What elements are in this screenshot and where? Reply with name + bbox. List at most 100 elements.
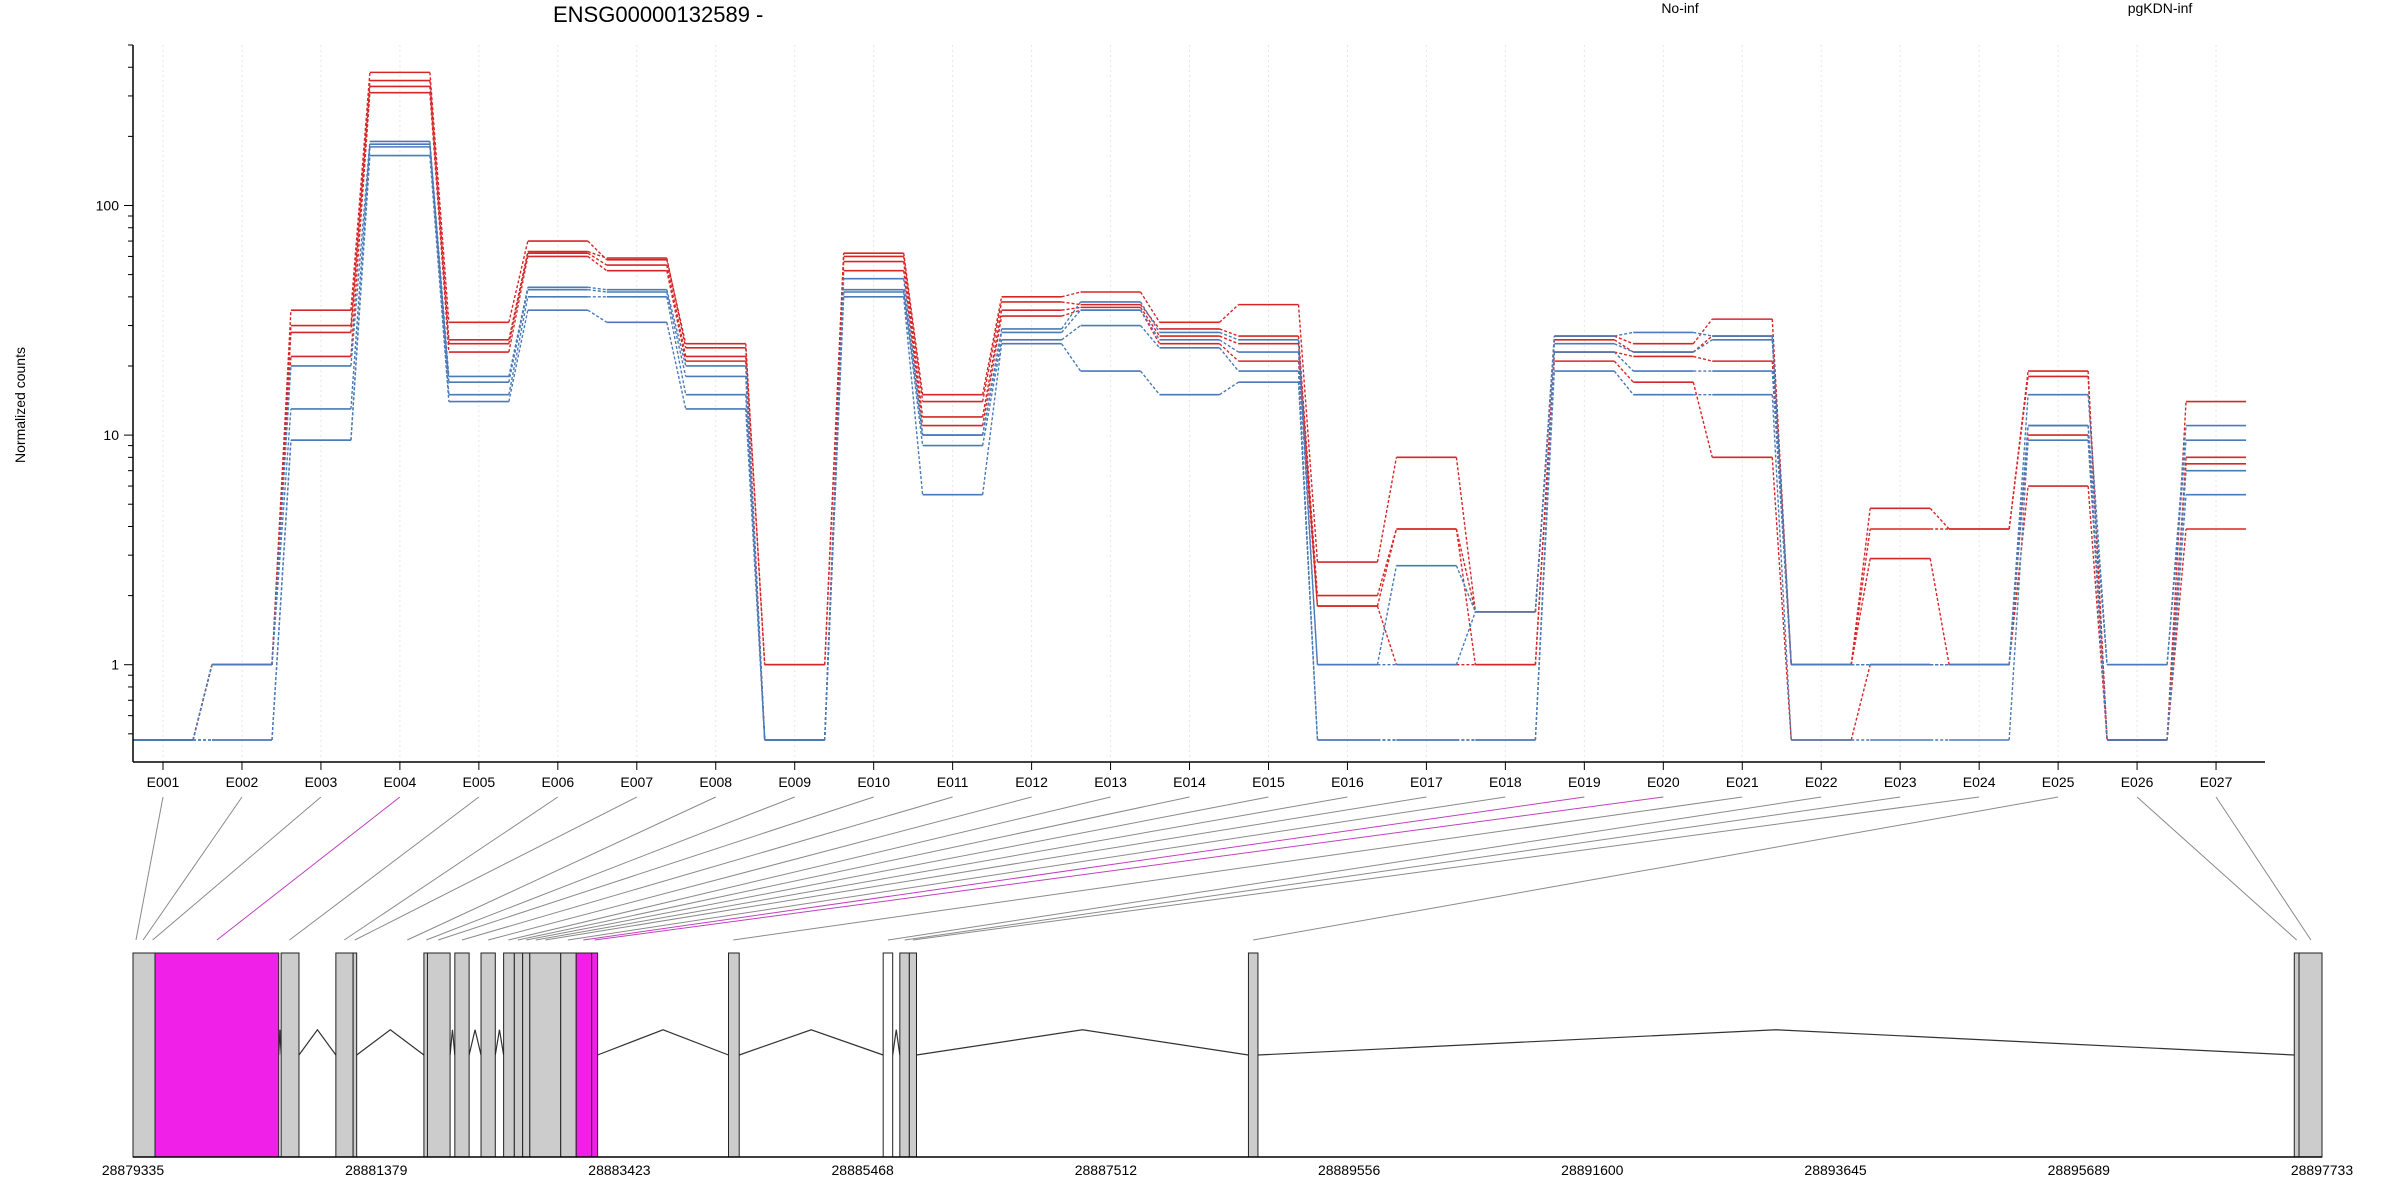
link-pgkdn-inf-e024 xyxy=(2008,425,2029,665)
link-pgkdn-inf-e012 xyxy=(1061,301,1082,330)
link-pgkdn-inf-e018 xyxy=(1534,371,1556,741)
link-no-inf-e023 xyxy=(1929,558,1950,665)
link-pgkdn-inf-e011 xyxy=(981,332,1003,436)
series-pgkdn-inf-sample-2 xyxy=(133,143,2247,741)
intron-3 xyxy=(356,1029,425,1056)
link-pgkdn-inf-e006 xyxy=(587,286,607,291)
link-pgkdn-inf-e017 xyxy=(1455,565,1477,613)
exon-block-12 xyxy=(522,952,531,1158)
intron-11 xyxy=(1257,1029,2295,1056)
coordinate-label: 28897733 xyxy=(2291,1162,2354,1178)
link-pgkdn-inf-e006 xyxy=(587,288,607,293)
link-no-inf-e006 xyxy=(587,252,608,266)
genomic-coordinate-axis: 28879335 28881379 28883423 28885468 28887512… xyxy=(102,1156,2354,1178)
link-no-inf-e012 xyxy=(1061,291,1081,298)
x-tick-label-e017: E017 xyxy=(1410,774,1443,790)
connector-e012 xyxy=(488,796,1032,941)
link-no-inf-e013 xyxy=(1139,291,1161,323)
link-pgkdn-inf-e011 xyxy=(981,343,1003,495)
link-no-inf-e007 xyxy=(666,259,687,344)
connector-e002 xyxy=(142,796,243,941)
link-no-inf-e015 xyxy=(1297,304,1319,563)
intron-6 xyxy=(494,1029,505,1056)
link-pgkdn-inf-e005 xyxy=(508,296,529,395)
link-no-inf-e020 xyxy=(1692,318,1713,345)
connector-e007 xyxy=(354,796,638,941)
link-pgkdn-inf-e025 xyxy=(2087,440,2108,741)
link-no-inf-e011 xyxy=(981,310,1003,418)
connector-e001 xyxy=(135,796,164,941)
exon-block-10 xyxy=(503,952,515,1158)
x-tick-label-e015: E015 xyxy=(1252,774,1285,790)
link-pgkdn-inf-e012 xyxy=(1061,309,1082,333)
link-no-inf-e010 xyxy=(902,253,924,395)
connector-e019 xyxy=(583,796,1585,941)
link-no-inf-e002 xyxy=(271,332,292,665)
link-pgkdn-inf-e003 xyxy=(350,141,371,367)
connector-e024 xyxy=(912,796,1980,941)
link-no-inf-e005 xyxy=(508,256,529,353)
link-no-inf-e006 xyxy=(587,255,608,272)
link-no-inf-e019 xyxy=(1614,351,1634,358)
link-pgkdn-inf-e008 xyxy=(745,394,766,741)
coordinate-label: 28891600 xyxy=(1561,1162,1624,1178)
coordinate-label: 28887512 xyxy=(1075,1162,1138,1178)
coordinate-label: 28895689 xyxy=(2048,1162,2111,1178)
link-pgkdn-inf-e008 xyxy=(745,408,766,741)
link-pgkdn-inf-e012 xyxy=(1061,324,1081,341)
x-tick-label-e025: E025 xyxy=(2042,774,2075,790)
exon-block-14 xyxy=(560,952,577,1158)
link-pgkdn-inf-e014 xyxy=(1218,347,1240,372)
x-tick-label-e020: E020 xyxy=(1647,774,1680,790)
link-pgkdn-inf-e011 xyxy=(981,339,1003,446)
link-no-inf-e023 xyxy=(1929,507,1950,530)
link-no-inf-e017 xyxy=(1455,528,1477,612)
exon-block-23 xyxy=(2298,952,2323,1158)
x-tick-label-e007: E007 xyxy=(620,774,653,790)
link-no-inf-e014 xyxy=(1219,328,1239,337)
link-pgkdn-inf-e019 xyxy=(1613,351,1634,372)
intron-8 xyxy=(739,1029,884,1056)
link-no-inf-e020 xyxy=(1692,382,1713,458)
link-pgkdn-inf-e014 xyxy=(1219,381,1239,396)
exon-block-11 xyxy=(513,952,524,1158)
connector-e022 xyxy=(887,796,1822,941)
x-tick-label-e001: E001 xyxy=(147,774,180,790)
x-tick-label-e016: E016 xyxy=(1331,774,1364,790)
link-no-inf-e024 xyxy=(2008,485,2029,665)
link-no-inf-e014 xyxy=(1219,304,1239,323)
link-pgkdn-inf-e002 xyxy=(271,365,292,665)
intron-4 xyxy=(449,1029,456,1056)
x-tick-label-e027: E027 xyxy=(2200,774,2233,790)
link-no-inf-e016 xyxy=(1376,528,1398,596)
connector-e016 xyxy=(535,796,1348,941)
exon-block-16 xyxy=(591,952,599,1158)
link-no-inf-e019 xyxy=(1613,360,1634,383)
link-no-inf-e011 xyxy=(981,301,1003,402)
exon-block-9 xyxy=(480,952,496,1158)
link-no-inf-e021 xyxy=(1771,319,1792,665)
link-no-inf-e010 xyxy=(902,270,924,426)
link-pgkdn-inf-e010 xyxy=(902,289,924,436)
x-tick-label-e023: E023 xyxy=(1884,774,1917,790)
link-pgkdn-inf-e014 xyxy=(1219,331,1239,341)
link-no-inf-e022 xyxy=(1850,508,1871,665)
link-no-inf-e011 xyxy=(981,315,1003,426)
x-tick-label-e003: E003 xyxy=(305,774,338,790)
exon-block-2 xyxy=(154,952,280,1158)
x-tick-label-e026: E026 xyxy=(2121,774,2154,790)
link-no-inf-e006 xyxy=(587,250,608,259)
grid-lines xyxy=(162,45,2217,762)
exon-block-22 xyxy=(2293,952,2300,1158)
intron-2 xyxy=(298,1028,337,1056)
link-pgkdn-inf-e013 xyxy=(1140,370,1161,396)
legend-label-no-inf: No-inf xyxy=(1661,0,1698,16)
intron-9 xyxy=(892,1029,901,1056)
x-tick-label-e022: E022 xyxy=(1805,774,1838,790)
link-pgkdn-inf-e015 xyxy=(1297,352,1319,665)
link-no-inf-e014 xyxy=(1219,343,1239,362)
coordinate-label: 28889556 xyxy=(1318,1162,1381,1178)
link-pgkdn-inf-e013 xyxy=(1139,301,1161,333)
link-no-inf-e020 xyxy=(1692,335,1713,353)
link-no-inf-e013 xyxy=(1139,306,1161,337)
